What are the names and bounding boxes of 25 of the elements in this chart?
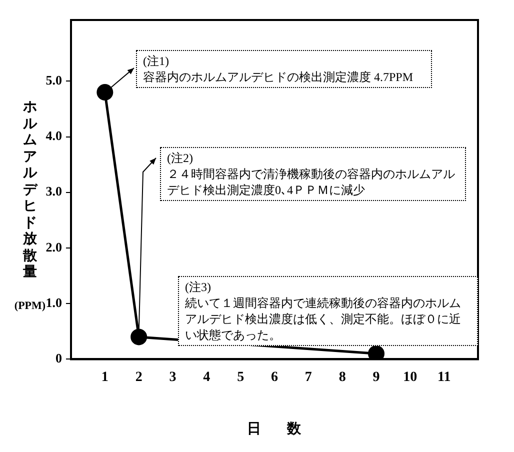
x-tick-label: 8 [338,370,346,386]
point [368,345,384,360]
x-tick-label: 5 [237,370,244,386]
x-tick-label: 4 [203,370,210,386]
x-tick-label: 7 [304,370,312,386]
x-tick-label: 6 [271,370,278,386]
x-tick-label: 10 [403,370,418,386]
text: ホルムアルデヒド放散量 (PPM) [14,100,46,312]
y-tick-label: 2.0 [46,239,62,254]
annotation: (注2) ２４時間容器内で清浄機稼動後の容器内のホルムアルデヒド検出測定濃度0､4ＰＰＭに減少 [160,147,466,201]
y-tick-label: 4.0 [46,128,62,144]
x-tick-label: 2 [135,370,142,386]
y-tick-label: 3.0 [46,184,62,199]
x-tick-label: 1 [101,370,108,386]
y-tick-label: 1.0 [46,294,62,310]
point [130,328,148,346]
x-tick-label: 9 [372,370,380,386]
x-axis-title: 日 数 [246,420,308,438]
y-tick-label: 0 [56,350,62,366]
point [96,84,114,101]
annotation: (注3) 続いて１週間容器内で連続稼動後の容器内のホルムアルデヒド検出濃度は低く、測定不能。ほぼ０に近い状態であった。 [178,276,478,346]
y-tick-label: 5.0 [46,72,62,88]
annotation: (注1) 容器内のホルムアルデヒドの検出測定濃度 4.7PPM [136,50,432,88]
x-tick-label: 3 [169,370,176,386]
x-tick-label: 11 [437,370,451,386]
